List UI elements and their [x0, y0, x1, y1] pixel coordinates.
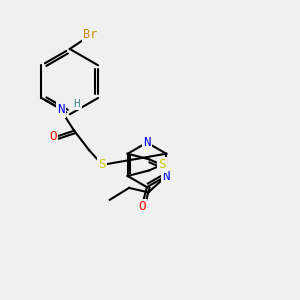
Text: Br: Br: [83, 28, 98, 40]
Text: H: H: [74, 99, 80, 109]
Text: S: S: [99, 158, 106, 171]
Text: N: N: [57, 103, 64, 116]
Text: O: O: [139, 200, 146, 213]
Text: S: S: [158, 158, 166, 171]
Text: O: O: [50, 130, 57, 143]
Text: N: N: [143, 136, 151, 149]
Text: N: N: [163, 169, 170, 182]
